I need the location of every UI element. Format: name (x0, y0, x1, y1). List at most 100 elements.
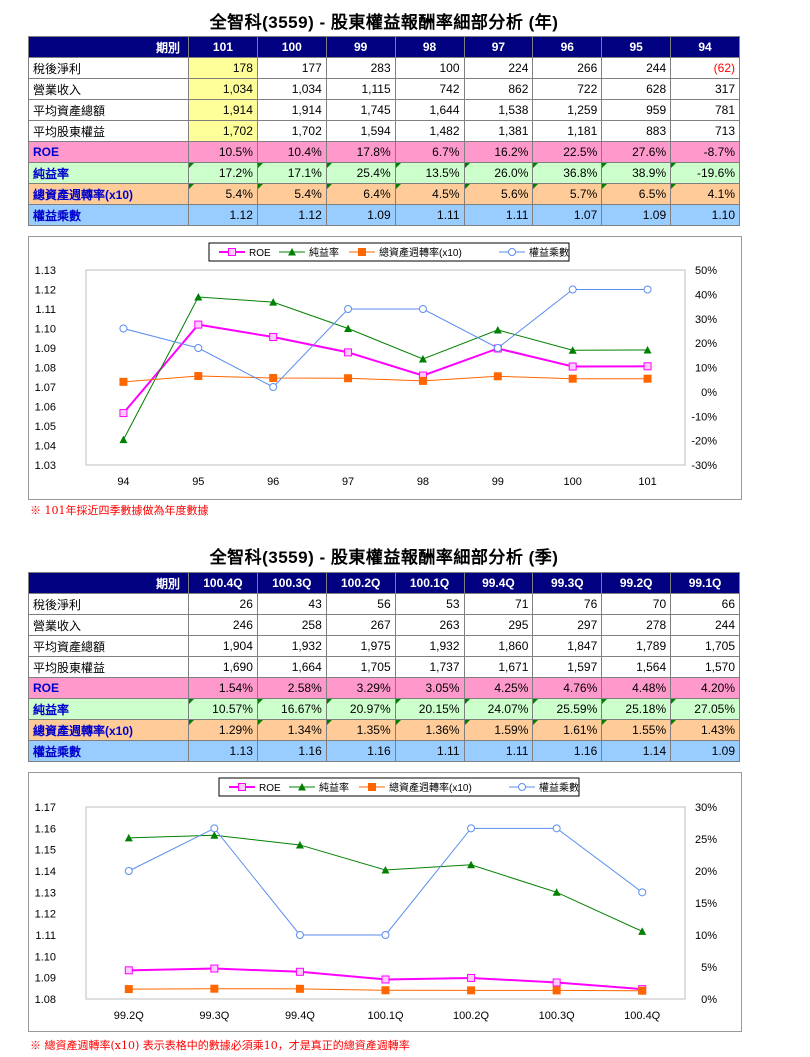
value-cell: 295 (463, 614, 534, 636)
data-point (493, 372, 502, 381)
period-cell: 99.1Q (670, 572, 740, 594)
value-cell: 1,644 (394, 99, 465, 121)
value-cell: 1.11 (463, 204, 534, 226)
chart-legend: ROE 純益率 總資產週轉率(x10) 權益乘數 (208, 242, 570, 262)
period-cell: 97 (463, 36, 534, 58)
period-cell: 100.4Q (188, 572, 258, 594)
value-cell: 258 (256, 614, 327, 636)
revenue-row: 營業收入 246 258 267 263 295 297 278 244 (28, 614, 740, 636)
row-label: ROE (28, 677, 189, 699)
value-cell: 742 (394, 78, 465, 100)
row-label: 總資產週轉率(x10) (28, 183, 189, 205)
data-point (381, 986, 390, 995)
x-tick-label: 100.1Q (367, 1010, 404, 1022)
annual-chart: 1.03 1.04 1.05 1.06 1.07 1.08 1.09 1.10 1.11 1.12… (28, 236, 742, 500)
y-left-tick-label: 1.15 (35, 845, 56, 857)
value-cell: 4.5% (394, 183, 465, 205)
value-cell: 6.4% (325, 183, 396, 205)
value-cell: 177 (256, 57, 327, 79)
data-point (295, 931, 304, 939)
data-point (643, 285, 652, 294)
value-cell: 26 (188, 593, 258, 615)
value-cell: 13.5% (394, 162, 465, 184)
x-tick-label: 101 (638, 476, 656, 488)
value-cell: 25.4% (325, 162, 396, 184)
value-cell: 26.0% (463, 162, 534, 184)
data-point (467, 986, 476, 995)
value-cell: 1,705 (670, 635, 740, 657)
y-left-tick-label: 1.07 (35, 382, 56, 394)
value-cell: 1,702 (188, 120, 258, 142)
data-point (467, 860, 476, 869)
legend-marker (358, 248, 366, 256)
y-left-tick-label: 1.17 (35, 802, 56, 814)
value-cell: 266 (532, 57, 603, 79)
x-tick-label: 100.4Q (624, 1010, 661, 1022)
data-point (119, 377, 128, 386)
legend-label: 純益率 (309, 246, 339, 259)
value-cell: 263 (394, 614, 465, 636)
data-point (124, 966, 133, 975)
value-cell: 1.07 (532, 204, 603, 226)
y-left-tick-label: 1.14 (35, 866, 56, 878)
data-point (210, 824, 219, 833)
value-cell: 1,034 (188, 78, 258, 100)
value-cell: 4.1% (670, 183, 740, 205)
data-point (210, 964, 219, 973)
data-point (344, 324, 353, 332)
value-cell: 1.13 (188, 740, 258, 762)
x-tick-label: 96 (267, 476, 279, 488)
value-cell: 1,914 (188, 99, 258, 121)
value-cell: 10.57% (188, 698, 258, 720)
y-left-tick-label: 1.05 (35, 421, 56, 433)
data-point (194, 372, 203, 381)
data-point (418, 376, 427, 385)
value-cell: 1.55% (601, 719, 672, 741)
legend-marker (228, 248, 236, 256)
data-point (295, 840, 304, 849)
data-point (638, 888, 647, 897)
data-point (210, 831, 219, 839)
header-row: 期別 100.4Q 100.3Q 100.2Q 100.1Q 99.4Q 99.… (28, 572, 740, 594)
value-cell: 1,259 (532, 99, 603, 121)
legend-marker (508, 248, 516, 256)
legend-marker (518, 783, 526, 791)
y-right-tick-label: 10% (695, 363, 717, 375)
y-left-tick-label: 1.13 (35, 265, 56, 277)
row-label: 營業收入 (28, 78, 189, 100)
x-tick-label: 99.4Q (285, 1010, 315, 1022)
value-cell: 1,847 (532, 635, 603, 657)
period-header: 期別 (28, 572, 189, 594)
legend-label: 總資產週轉率(x10) (379, 246, 462, 259)
x-tick-label: 99 (492, 476, 504, 488)
period-cell: 99.4Q (463, 572, 534, 594)
value-cell: 297 (532, 614, 603, 636)
value-cell: 283 (325, 57, 396, 79)
y-left-tick-label: 1.04 (35, 441, 56, 453)
value-cell: 178 (188, 57, 258, 79)
y-left-tick-label: 1.16 (35, 823, 56, 835)
value-cell: 317 (670, 78, 740, 100)
y-right-tick-label: 0% (701, 387, 717, 399)
y-left-tick-label: 1.08 (35, 363, 56, 375)
y-left-tick-label: 1.10 (35, 324, 56, 336)
value-cell: 1.16 (256, 740, 327, 762)
value-cell: 1.11 (463, 740, 534, 762)
value-cell: 70 (601, 593, 672, 615)
value-cell: 1,789 (601, 635, 672, 657)
value-cell: 1.10 (670, 204, 740, 226)
value-cell: 1,975 (325, 635, 396, 657)
net-income-row: 稅後淨利 178 177 283 100 224 266 244 (62) (28, 57, 740, 79)
value-cell: 1,381 (463, 120, 534, 142)
period-cell: 99.3Q (532, 572, 603, 594)
value-cell: 1,671 (463, 656, 534, 678)
data-point (638, 927, 647, 935)
data-point (119, 409, 128, 418)
period-header: 期別 (28, 36, 189, 58)
data-point (119, 435, 128, 444)
value-cell: 17.1% (256, 162, 327, 184)
y-right-tick-label: 5% (701, 962, 717, 974)
series-3 (119, 285, 652, 391)
data-point (381, 866, 390, 874)
plot-area (85, 269, 686, 466)
